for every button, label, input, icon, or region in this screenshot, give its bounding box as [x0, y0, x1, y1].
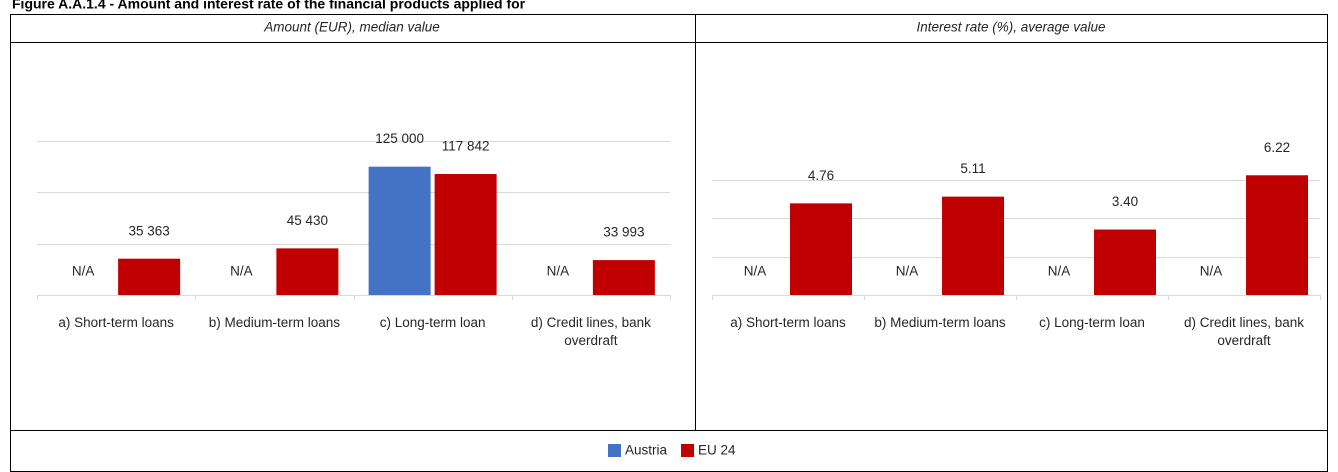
data-label: 117 842	[442, 139, 490, 154]
x-tick-label: b) Medium-term loans	[874, 315, 1006, 330]
data-label: 4.76	[808, 168, 834, 183]
data-label: 33 993	[603, 225, 644, 240]
data-label: N/A	[896, 264, 919, 279]
legend-label: EU 24	[698, 443, 736, 458]
x-tick-label: d) Credit lines, bank overdraft	[531, 315, 651, 348]
legend-label: Austria	[625, 443, 668, 458]
legend-swatch	[681, 444, 695, 457]
x-tick-label: b) Medium-term loans	[209, 315, 341, 330]
panel-header: Amount (EUR), median value	[263, 20, 440, 35]
data-label: N/A	[744, 264, 767, 279]
bar	[118, 258, 181, 295]
bar	[790, 203, 852, 295]
x-tick-label: c) Long-term loan	[380, 315, 486, 330]
bar	[1246, 175, 1308, 295]
data-label: N/A	[230, 264, 253, 279]
bar	[592, 260, 655, 295]
data-label: N/A	[547, 264, 570, 279]
bar	[942, 196, 1004, 295]
data-label: 125 000	[375, 131, 424, 146]
data-label: 45 430	[287, 213, 328, 228]
x-tick-label: a) Short-term loans	[58, 315, 174, 330]
data-label: 5.11	[960, 161, 985, 176]
bar	[1094, 229, 1156, 295]
panel-header: Interest rate (%), average value	[916, 20, 1105, 35]
data-label: N/A	[1048, 264, 1071, 279]
x-tick-label: c) Long-term loan	[1039, 315, 1145, 330]
data-label: 35 363	[128, 223, 169, 238]
legend-swatch	[608, 444, 621, 457]
data-label: 6.22	[1264, 140, 1290, 155]
data-label: N/A	[72, 264, 95, 279]
x-tick-label: d) Credit lines, bank overdraft	[1184, 315, 1304, 348]
figure-title: Figure A.A.1.4 - Amount and interest rat…	[12, 0, 526, 12]
data-label: N/A	[1200, 264, 1223, 279]
bar	[434, 174, 497, 295]
data-label: 3.40	[1112, 194, 1138, 209]
bar	[276, 248, 339, 295]
x-tick-label: a) Short-term loans	[730, 315, 846, 330]
bar	[368, 166, 431, 295]
